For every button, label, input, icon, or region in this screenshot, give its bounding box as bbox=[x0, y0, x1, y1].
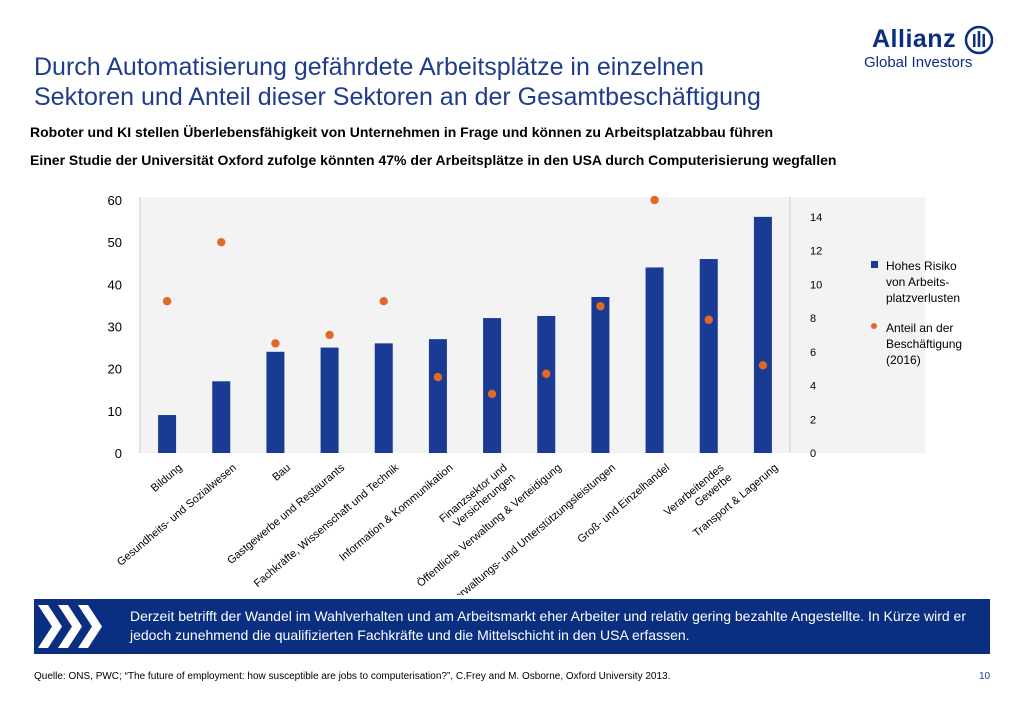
source-text: ONS, PWC; “The future of employment: how… bbox=[65, 671, 671, 682]
employment-share-dot bbox=[379, 297, 388, 306]
left-axis-tick-label: 30 bbox=[108, 320, 122, 335]
left-axis-tick-label: 50 bbox=[108, 235, 122, 250]
employment-share-dot bbox=[650, 195, 659, 205]
legend-dot-swatch bbox=[871, 323, 877, 329]
chevron-arrows-icon bbox=[38, 605, 102, 648]
title-line-1: Durch Automatisierung gefährdete Arbeits… bbox=[34, 53, 704, 81]
category-label-line: Gesundheits- und Sozialwesen bbox=[115, 462, 239, 569]
legend-share-line-2: Beschäftigung bbox=[886, 337, 963, 351]
legend-item-risk: Hohes Risiko von Arbeits- platzverlusten bbox=[868, 258, 988, 306]
risk-bar bbox=[699, 259, 718, 453]
category-label: Bildung bbox=[149, 462, 185, 495]
page-number: 10 bbox=[979, 671, 991, 682]
category-label: Information & Kommunikation bbox=[337, 462, 455, 564]
category-label: Groß- und Einzelhandel bbox=[575, 462, 672, 546]
risk-bar bbox=[753, 216, 772, 453]
employment-share-dot bbox=[542, 369, 551, 378]
employment-share-dot bbox=[596, 302, 605, 311]
legend-share-line-1: Anteil an der bbox=[886, 321, 954, 335]
subtitle-oxford-study: Einer Studie der Universität Oxford zufo… bbox=[30, 152, 837, 168]
title-line-2: Sektoren und Anteil dieser Sektoren an d… bbox=[34, 83, 761, 111]
left-axis-tick-label: 60 bbox=[108, 193, 122, 208]
category-label-line: Bau bbox=[270, 462, 293, 484]
risk-bar bbox=[537, 315, 556, 453]
category-label-line: Groß- und Einzelhandel bbox=[575, 462, 672, 546]
right-axis-tick-label: 4 bbox=[810, 381, 816, 393]
employment-share-dot bbox=[217, 237, 226, 247]
risk-bar bbox=[266, 351, 285, 453]
legend-item-share: Anteil an der Beschäftigung (2016) bbox=[868, 320, 988, 368]
left-axis-tick-label: 40 bbox=[108, 277, 122, 292]
right-axis-tick-label: 8 bbox=[810, 313, 816, 325]
category-label: Gesundheits- und Sozialwesen bbox=[115, 462, 239, 569]
employment-share-dot bbox=[433, 372, 443, 382]
employment-share-dot bbox=[271, 339, 280, 348]
category-label-line: Bildung bbox=[149, 462, 185, 495]
risk-bar bbox=[158, 415, 177, 453]
right-axis-tick-label: 14 bbox=[810, 212, 822, 224]
subtitle-robots: Roboter und KI stellen Überlebensfähigke… bbox=[30, 124, 774, 140]
risk-bar bbox=[645, 267, 664, 453]
source-label: Quelle: bbox=[34, 671, 66, 682]
left-axis-tick-label: 0 bbox=[115, 446, 122, 461]
allianz-eagle-icon bbox=[964, 25, 994, 55]
risk-bar bbox=[591, 296, 610, 453]
legend-bar-swatch bbox=[871, 261, 878, 268]
slide-title: Durch Automatisierung gefährdete Arbeits… bbox=[34, 52, 834, 112]
right-axis-tick-label: 2 bbox=[810, 414, 816, 426]
category-label: Bau bbox=[270, 462, 293, 484]
legend-risk-line-2: von Arbeits- bbox=[886, 275, 950, 289]
right-axis-tick-label: 10 bbox=[810, 279, 822, 291]
employment-share-dot bbox=[325, 330, 334, 340]
banner-text: Derzeit betrifft der Wandel im Wahlverha… bbox=[130, 608, 967, 643]
sector-risk-chart: 0 10 20 30 40 50 60 0 2 4 6 8 10 12 14 BildungGesundhei… bbox=[108, 193, 925, 595]
right-axis-tick-label: 12 bbox=[810, 246, 822, 258]
plot-background bbox=[140, 197, 925, 453]
legend-share-line-3: (2016) bbox=[886, 353, 921, 367]
right-axis-tick-label: 6 bbox=[810, 347, 816, 359]
legend-risk-line-1: Hohes Risiko bbox=[886, 259, 957, 273]
left-axis-tick-label: 10 bbox=[108, 404, 122, 419]
risk-bar bbox=[320, 347, 339, 453]
risk-bar bbox=[374, 343, 393, 453]
left-axis-tick-label: 20 bbox=[108, 362, 122, 377]
summary-banner: Derzeit betrifft der Wandel im Wahlverha… bbox=[34, 599, 990, 654]
employment-share-dot bbox=[758, 361, 768, 370]
chart-legend: Hohes Risiko von Arbeits- platzverlusten… bbox=[868, 258, 988, 368]
logo-subtitle: Global Investors bbox=[864, 54, 973, 71]
risk-bar bbox=[483, 318, 502, 453]
risk-bar bbox=[428, 339, 447, 453]
source-note: Quelle: ONS, PWC; “The future of employm… bbox=[34, 671, 670, 682]
legend-risk-line-3: platzverlusten bbox=[886, 291, 961, 305]
logo-name: Allianz bbox=[872, 25, 957, 53]
employment-share-dot bbox=[704, 315, 713, 324]
category-label-line: Information & Kommunikation bbox=[337, 462, 455, 564]
employment-share-dot bbox=[487, 389, 497, 399]
risk-bar bbox=[212, 381, 231, 453]
right-axis-tick-label: 0 bbox=[810, 448, 816, 460]
allianz-logo: Allianz Global Investors bbox=[864, 25, 994, 73]
employment-share-dot bbox=[162, 297, 172, 306]
